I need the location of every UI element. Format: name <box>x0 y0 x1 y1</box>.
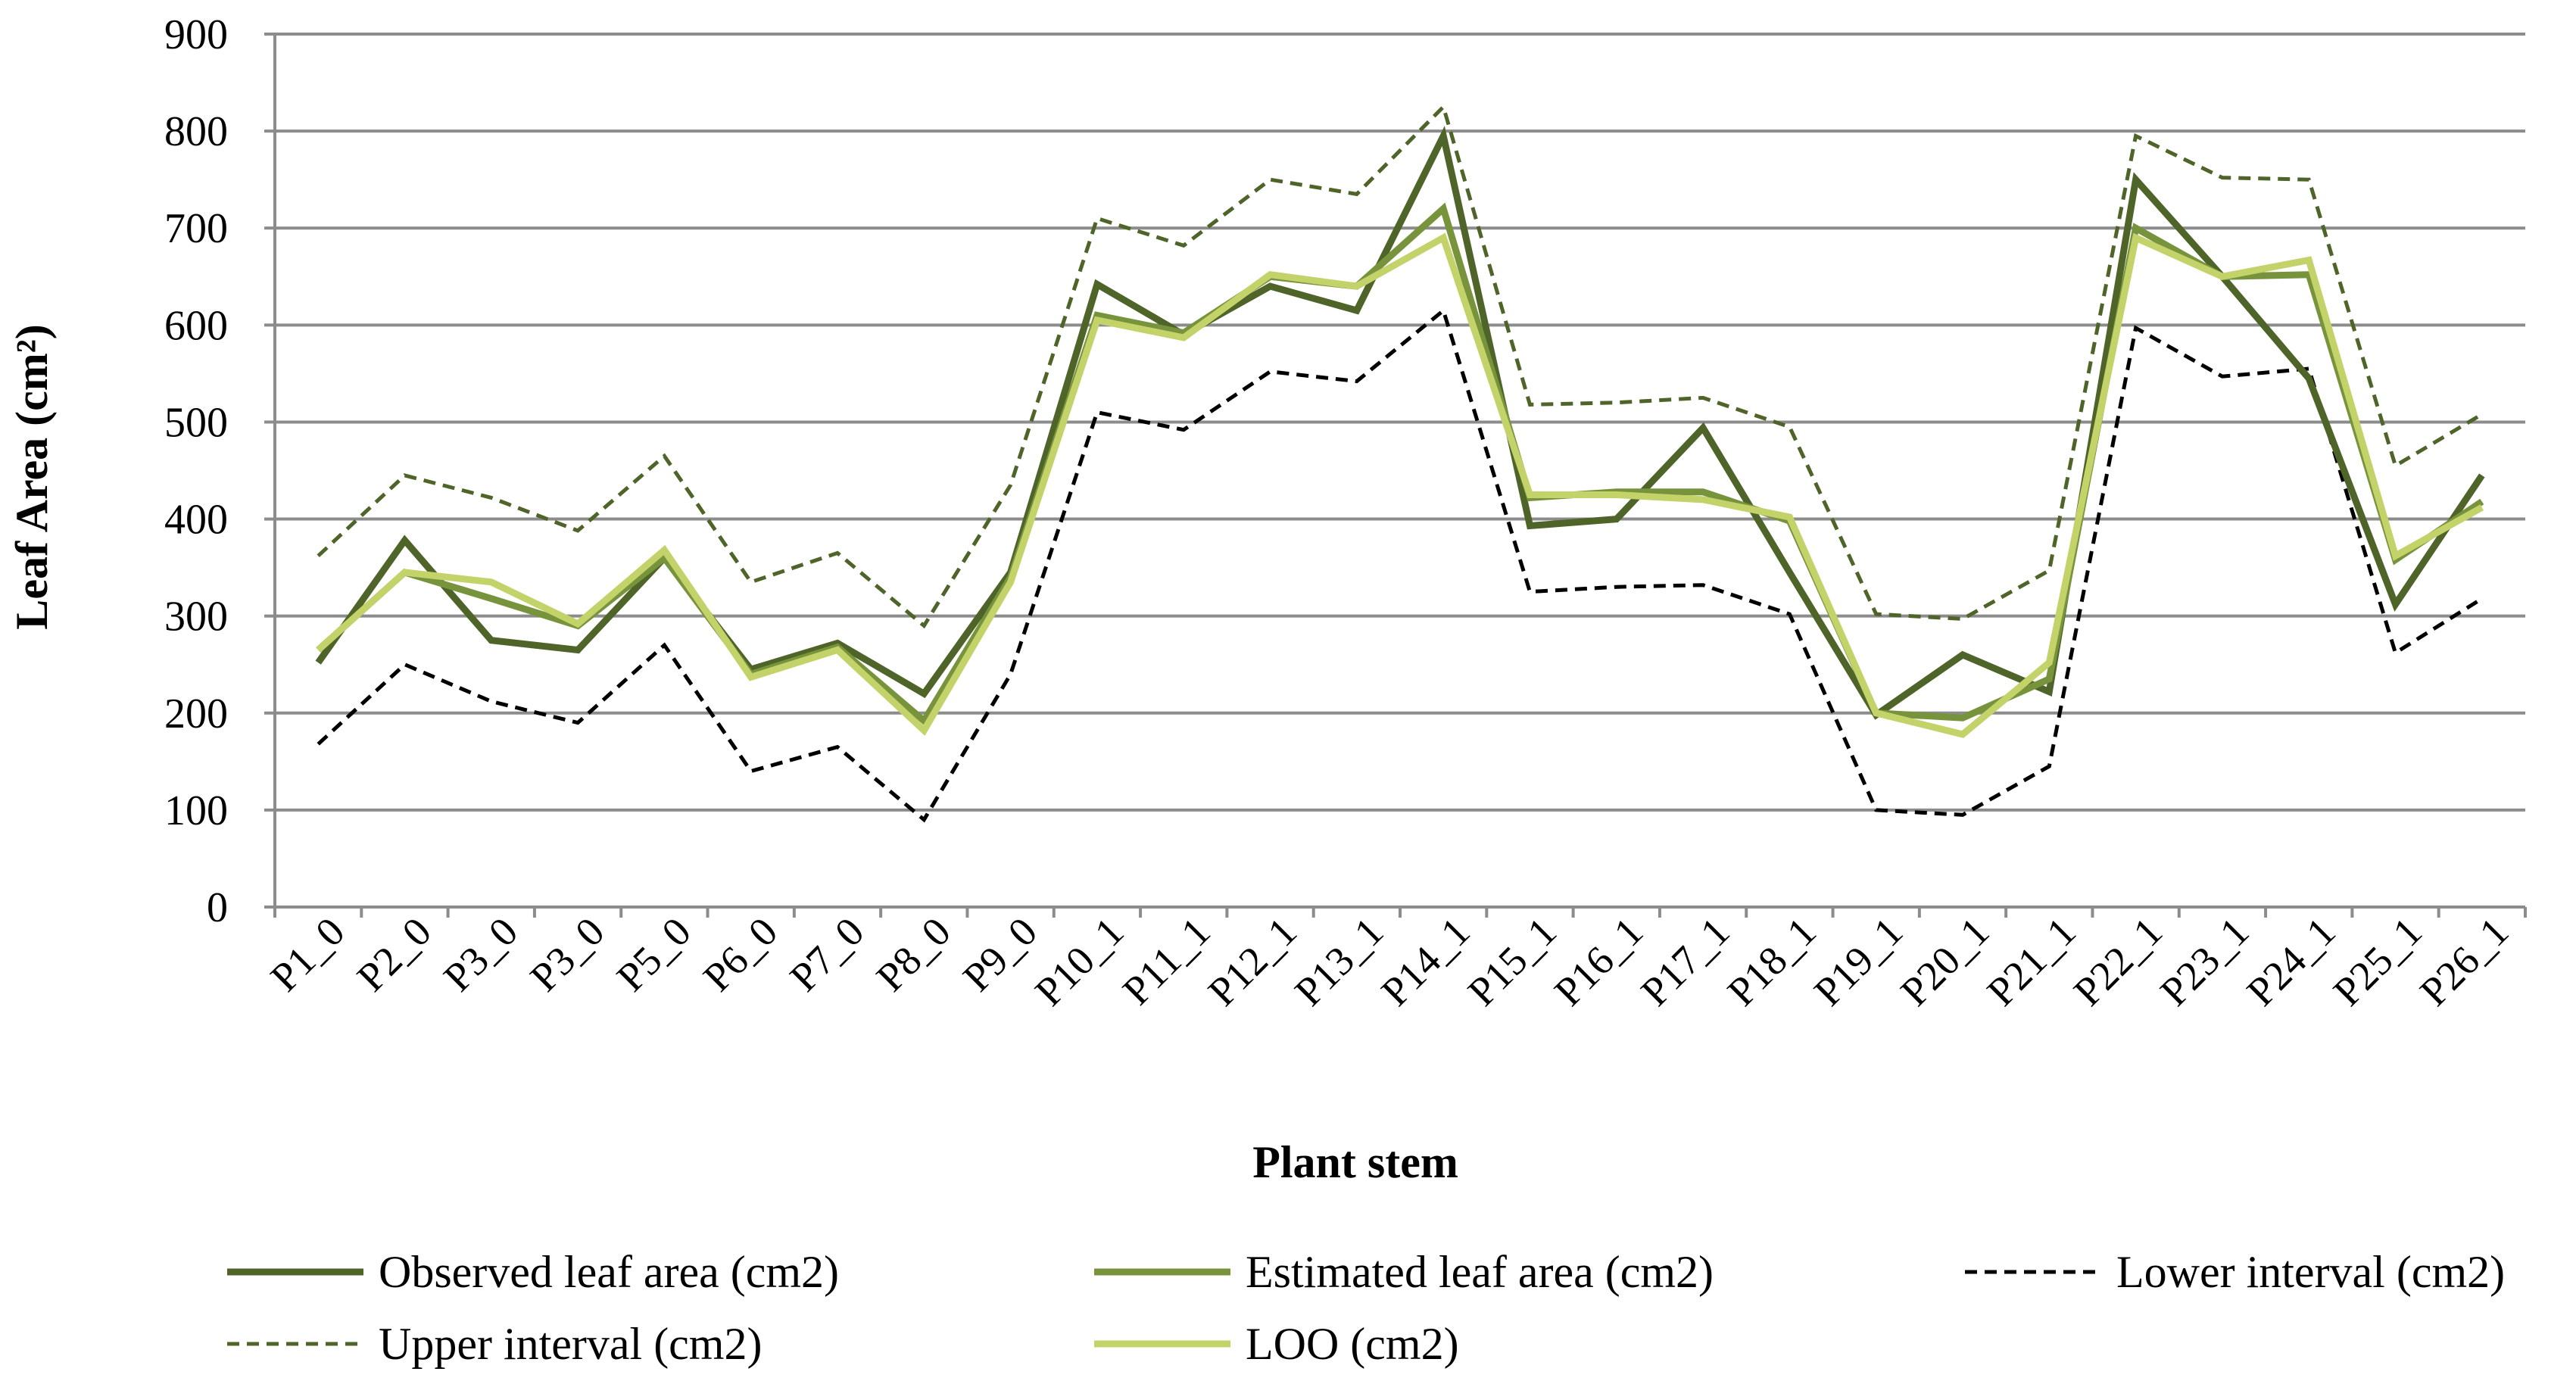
x-tick-label: P20_1 <box>1891 909 1997 1015</box>
legend-label: Observed leaf area (cm2) <box>379 1247 839 1297</box>
x-tick-label: P13_1 <box>1286 909 1392 1015</box>
series-lines <box>315 103 2485 823</box>
x-tick-label: P12_1 <box>1199 909 1305 1015</box>
x-tick-label: P17_1 <box>1633 909 1739 1015</box>
y-tick-label: 600 <box>164 302 228 349</box>
series-line-observed-leaf-area-cm2 <box>315 126 2485 720</box>
x-tick-label: P10_1 <box>1026 909 1132 1015</box>
y-axis-title: Leaf Area (cm²) <box>7 324 57 629</box>
legend-label: LOO (cm2) <box>1246 1319 1459 1369</box>
x-tick-label: P2_0 <box>348 909 440 1000</box>
y-tick-label: 300 <box>164 594 228 641</box>
x-tick-label: P14_1 <box>1373 909 1479 1015</box>
y-tick-label: 400 <box>164 497 228 544</box>
x-tick-label: P5_0 <box>608 909 700 1000</box>
x-tick-label: P15_1 <box>1459 909 1565 1015</box>
x-axis-ticks: P1_0P2_0P3_0P3_0P5_0P6_0P7_0P8_0P9_0P10_… <box>262 907 2527 1015</box>
y-tick-label: 200 <box>164 690 228 737</box>
y-tick-label: 800 <box>164 108 228 155</box>
legend-label: Upper interval (cm2) <box>379 1319 762 1369</box>
y-tick-label: 700 <box>164 205 228 252</box>
series-line-upper-interval-cm2 <box>317 103 2484 629</box>
x-tick-label: P3_0 <box>522 909 613 1000</box>
x-tick-label: P26_1 <box>2411 909 2517 1015</box>
x-tick-label: P21_1 <box>1979 909 2085 1015</box>
series-line-estimated-leaf-area-cm2 <box>316 202 2484 726</box>
y-tick-label: 0 <box>207 884 228 931</box>
x-tick-label: P6_0 <box>694 909 786 1000</box>
x-tick-label: P25_1 <box>2325 909 2431 1015</box>
x-axis-title: Plant stem <box>1252 1137 1458 1187</box>
axes <box>273 34 2525 909</box>
series-line-lower-interval-cm2 <box>317 307 2484 823</box>
x-tick-label: P22_1 <box>2065 909 2171 1015</box>
y-tick-label: 500 <box>164 399 228 446</box>
x-tick-label: P8_0 <box>868 909 959 1000</box>
x-tick-label: P3_0 <box>435 909 526 1000</box>
x-tick-label: P18_1 <box>1719 909 1825 1015</box>
y-tick-label: 100 <box>164 787 228 834</box>
gridlines <box>275 33 2525 812</box>
x-tick-label: P7_0 <box>781 909 873 1000</box>
legend: Observed leaf area (cm2) Estimated leaf a… <box>227 1247 2505 1369</box>
legend-label: Lower interval (cm2) <box>2116 1247 2505 1297</box>
y-tick-label: 900 <box>164 11 228 58</box>
x-tick-label: P23_1 <box>2151 909 2257 1015</box>
x-tick-label: P24_1 <box>2238 909 2344 1015</box>
series-line-loo-cm2 <box>316 232 2484 738</box>
x-tick-label: P19_1 <box>1805 909 1911 1015</box>
y-axis-ticks: 0 100 200 300 400 500 600 700 800 900 <box>164 11 275 931</box>
x-tick-label: P11_1 <box>1114 909 1219 1014</box>
legend-label: Estimated leaf area (cm2) <box>1246 1247 1714 1297</box>
x-tick-label: P1_0 <box>262 909 354 1000</box>
x-tick-label: P16_1 <box>1545 909 1651 1015</box>
